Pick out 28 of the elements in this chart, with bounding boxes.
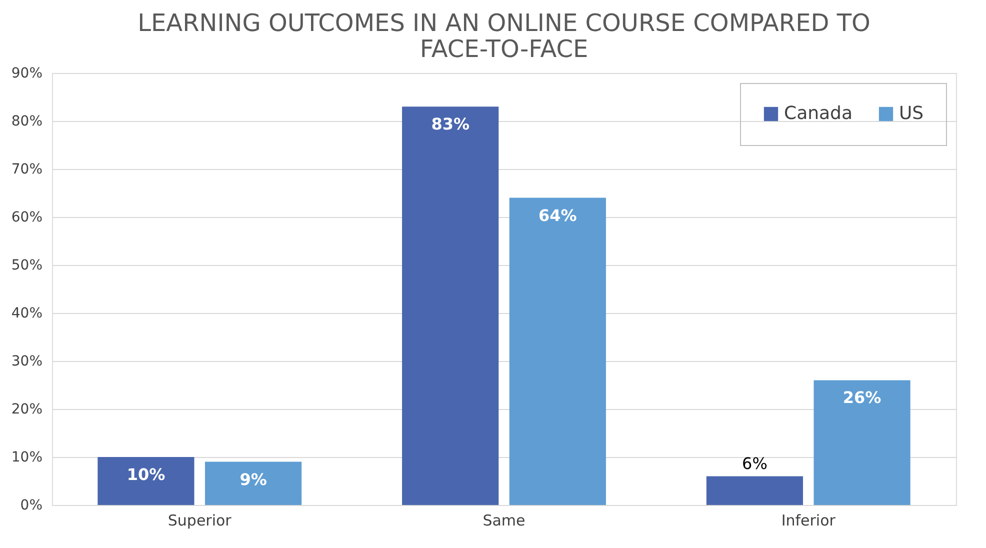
data-label: 10% <box>126 465 166 484</box>
y-tick-label: 20% <box>11 402 42 418</box>
y-tick-label: 40% <box>11 306 42 322</box>
y-tick-label: 60% <box>11 210 42 226</box>
x-tick-label: Superior <box>168 512 232 530</box>
y-tick-label: 30% <box>11 354 42 370</box>
data-label: 26% <box>842 388 882 408</box>
y-tick-label: 70% <box>11 162 42 178</box>
bar <box>204 462 302 505</box>
y-tick-label: 90% <box>11 66 42 82</box>
data-label: 6% <box>742 454 768 474</box>
y-tick-label: 50% <box>11 258 42 274</box>
data-label: 9% <box>240 470 267 489</box>
chart-title: LEARNING OUTCOMES IN AN ONLINE COURSE COMPARED TO FACE-TO-FACE <box>138 9 870 63</box>
y-tick-label: 80% <box>11 114 42 130</box>
y-tick-label: 0% <box>20 498 42 514</box>
bar <box>509 198 606 505</box>
bar <box>706 476 804 505</box>
x-tick-label: Same <box>482 512 526 530</box>
legend-label: US <box>899 103 924 124</box>
legend-label: Canada <box>784 103 852 124</box>
data-label: 83% <box>431 114 470 134</box>
x-tick-label: Inferior <box>781 512 836 530</box>
bar <box>402 106 499 505</box>
data-label: 64% <box>538 206 577 225</box>
bar <box>814 380 910 505</box>
y-tick-label: 10% <box>11 450 42 466</box>
bar <box>98 457 194 505</box>
